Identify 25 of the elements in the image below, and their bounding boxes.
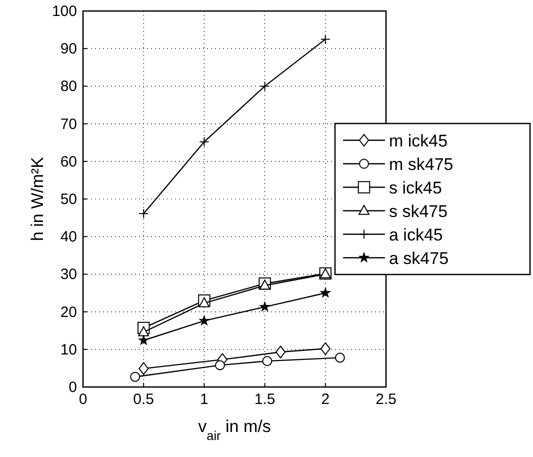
y-tick-label: 10 <box>60 341 77 358</box>
legend-label: a sk475 <box>389 248 449 268</box>
legend-label: a ick45 <box>389 225 443 244</box>
y-tick-label: 80 <box>60 78 77 96</box>
x-tick-label: 2 <box>321 391 330 408</box>
x-tick-label: 1.5 <box>254 391 276 408</box>
legend-label: s ick45 <box>389 178 442 198</box>
x-tick-label: 0.5 <box>133 391 154 408</box>
y-tick-label: 90 <box>60 40 77 58</box>
y-tick-label: 40 <box>60 228 77 246</box>
y-tick-label: 50 <box>60 191 77 208</box>
legend-label: s sk475 <box>389 202 448 221</box>
y-tick-label: 70 <box>60 116 77 133</box>
x-tick-label: 2.5 <box>376 391 396 408</box>
legend-label: m ick45 <box>389 131 448 150</box>
y-tick-label: 60 <box>60 153 77 170</box>
y-tick-label: 100 <box>52 3 77 20</box>
y-tick-label: 20 <box>60 304 77 321</box>
y-tick-label: 0 <box>68 379 77 396</box>
y-tick-label: 30 <box>60 266 77 284</box>
x-tick-label: 1 <box>200 391 208 408</box>
x-axis-title: v$_{air}$ in m/s <box>198 417 271 442</box>
legend-label: m sk475 <box>389 154 454 174</box>
x-tick-label: 0 <box>78 391 88 408</box>
y-axis-title: h in W/m²K <box>28 156 47 242</box>
